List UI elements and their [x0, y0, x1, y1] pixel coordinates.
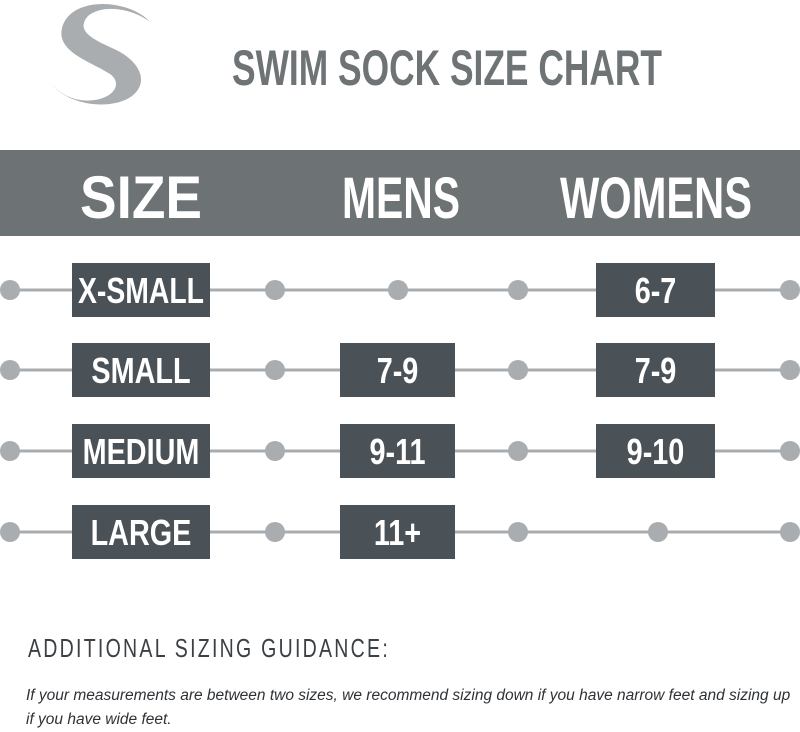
cell-text: 9-10 [627, 431, 685, 472]
dot [780, 441, 800, 461]
cell-text: SMALL [91, 350, 190, 391]
cell-text: 9-11 [369, 431, 425, 472]
column-header: WOMENS [560, 166, 752, 231]
dot [388, 280, 408, 300]
dot [265, 441, 285, 461]
dot [780, 280, 800, 300]
dot [265, 360, 285, 380]
dot [508, 522, 528, 542]
size-chart: SWIM SOCK SIZE CHART SIZE MENS WOMENS AD… [0, 3, 800, 663]
dot [0, 360, 20, 380]
size-cell [596, 343, 715, 397]
cell-text: 11+ [374, 512, 421, 553]
dot [780, 522, 800, 542]
size-cell [340, 343, 455, 397]
dot [265, 280, 285, 300]
logo [52, 3, 150, 105]
size-cell [72, 343, 210, 397]
dot [0, 522, 20, 542]
guidance-text: If your measurements are between two siz… [26, 687, 791, 728]
dot [508, 360, 528, 380]
size-cell [72, 505, 210, 559]
cell-text: MEDIUM [83, 431, 200, 472]
title: SWIM SOCK SIZE CHART [232, 40, 662, 96]
size-cell [340, 424, 455, 478]
size-cell [596, 424, 715, 478]
dot [648, 522, 668, 542]
size-cell [72, 424, 210, 478]
size-cell [72, 263, 210, 317]
dot [265, 522, 285, 542]
size-cell [596, 263, 715, 317]
dot [0, 441, 20, 461]
cell-text: LARGE [91, 512, 192, 553]
cell-text: 6-7 [635, 270, 677, 311]
dot [508, 280, 528, 300]
guidance-title: ADDITIONAL SIZING GUIDANCE: [28, 633, 390, 663]
dot [780, 360, 800, 380]
cell-text: X-SMALL [78, 270, 204, 311]
dot [0, 280, 20, 300]
column-header: MENS [342, 166, 460, 231]
header-band [0, 150, 800, 236]
size-cell [340, 505, 455, 559]
column-header: SIZE [80, 164, 202, 231]
cell-text: 7-9 [377, 350, 419, 391]
cell-text: 7-9 [635, 350, 677, 391]
dot [508, 441, 528, 461]
